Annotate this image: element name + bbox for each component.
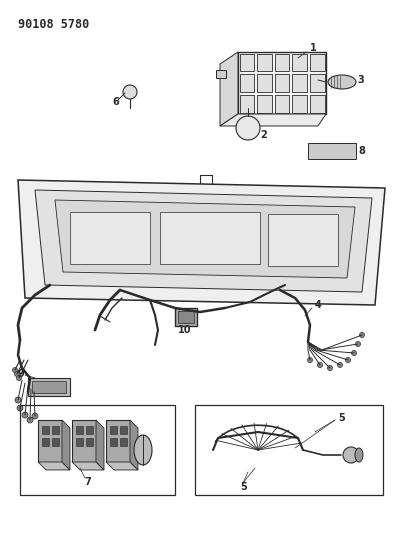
Bar bbox=[20, 405, 175, 495]
Polygon shape bbox=[130, 420, 138, 470]
Bar bbox=[275, 74, 289, 92]
Circle shape bbox=[16, 376, 22, 381]
Bar bbox=[310, 95, 324, 112]
Polygon shape bbox=[106, 462, 138, 470]
Bar bbox=[178, 311, 194, 323]
Circle shape bbox=[14, 372, 20, 376]
Polygon shape bbox=[72, 462, 104, 470]
Bar bbox=[70, 212, 150, 264]
Bar bbox=[275, 53, 289, 71]
Circle shape bbox=[22, 412, 28, 418]
Circle shape bbox=[17, 405, 23, 411]
Circle shape bbox=[346, 358, 350, 362]
Polygon shape bbox=[220, 52, 238, 126]
Circle shape bbox=[32, 413, 38, 419]
Bar bbox=[160, 212, 260, 264]
Circle shape bbox=[236, 116, 260, 140]
Text: 3: 3 bbox=[357, 75, 364, 85]
Text: 1: 1 bbox=[310, 43, 317, 53]
Bar bbox=[106, 420, 130, 462]
Circle shape bbox=[12, 367, 18, 373]
Text: 90108 5780: 90108 5780 bbox=[18, 18, 89, 31]
Bar bbox=[110, 426, 117, 434]
Polygon shape bbox=[220, 114, 326, 126]
Bar bbox=[292, 53, 307, 71]
Bar bbox=[310, 53, 324, 71]
Bar bbox=[195, 405, 383, 495]
Circle shape bbox=[318, 362, 322, 367]
Bar bbox=[42, 438, 49, 446]
Bar bbox=[32, 381, 66, 393]
Circle shape bbox=[123, 85, 137, 99]
Bar bbox=[239, 53, 254, 71]
Bar bbox=[72, 420, 96, 462]
Polygon shape bbox=[38, 462, 70, 470]
Bar bbox=[120, 438, 127, 446]
Text: 5: 5 bbox=[240, 482, 247, 492]
Circle shape bbox=[343, 447, 359, 463]
Circle shape bbox=[328, 366, 332, 370]
Bar bbox=[42, 426, 49, 434]
Bar bbox=[268, 214, 338, 266]
Bar bbox=[52, 438, 59, 446]
Polygon shape bbox=[96, 420, 104, 470]
Bar bbox=[76, 426, 83, 434]
Bar bbox=[257, 95, 272, 112]
Bar bbox=[292, 74, 307, 92]
Bar bbox=[175, 308, 197, 326]
Bar bbox=[257, 53, 272, 71]
Bar bbox=[239, 74, 254, 92]
Text: 4: 4 bbox=[315, 300, 322, 310]
Text: 6: 6 bbox=[112, 97, 119, 107]
Text: 10: 10 bbox=[178, 325, 192, 335]
Circle shape bbox=[352, 351, 356, 356]
Circle shape bbox=[308, 358, 312, 362]
Text: 9: 9 bbox=[18, 369, 25, 379]
Circle shape bbox=[359, 333, 365, 337]
Bar bbox=[120, 426, 127, 434]
Bar bbox=[308, 143, 356, 159]
Bar bbox=[86, 426, 93, 434]
Ellipse shape bbox=[134, 435, 152, 465]
Circle shape bbox=[27, 417, 33, 423]
Bar bbox=[76, 438, 83, 446]
Text: 7: 7 bbox=[85, 477, 91, 487]
Polygon shape bbox=[35, 190, 372, 292]
Text: 2: 2 bbox=[260, 130, 267, 140]
Bar bbox=[52, 426, 59, 434]
Bar bbox=[110, 438, 117, 446]
Bar bbox=[292, 95, 307, 112]
Circle shape bbox=[15, 397, 21, 403]
Bar bbox=[310, 74, 324, 92]
Bar bbox=[28, 378, 70, 396]
Bar bbox=[238, 52, 326, 114]
Bar bbox=[86, 438, 93, 446]
Ellipse shape bbox=[328, 75, 356, 89]
Text: 8: 8 bbox=[358, 146, 365, 156]
Ellipse shape bbox=[355, 448, 363, 462]
Polygon shape bbox=[18, 180, 385, 305]
Circle shape bbox=[356, 342, 361, 346]
Bar bbox=[216, 70, 226, 78]
Bar bbox=[38, 420, 62, 462]
Bar bbox=[275, 95, 289, 112]
Polygon shape bbox=[62, 420, 70, 470]
Bar bbox=[257, 74, 272, 92]
Text: 5: 5 bbox=[338, 413, 345, 423]
Bar bbox=[239, 95, 254, 112]
Circle shape bbox=[338, 362, 342, 367]
Polygon shape bbox=[55, 200, 355, 278]
